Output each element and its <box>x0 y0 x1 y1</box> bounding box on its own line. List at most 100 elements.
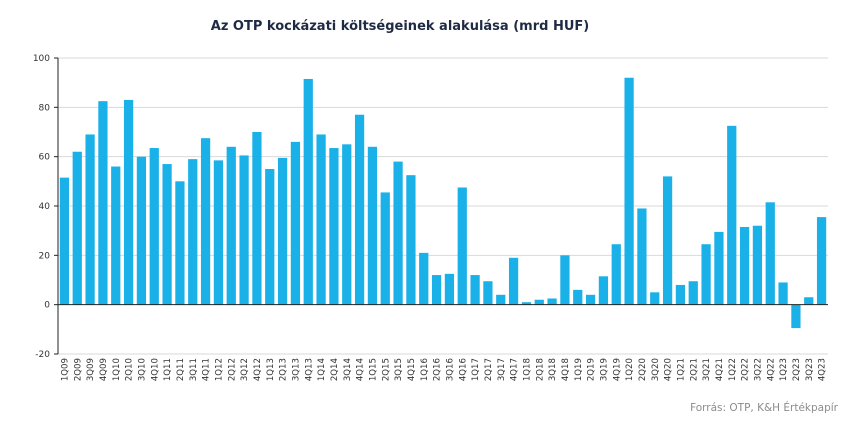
x-tick-label: 1Q13 <box>266 358 276 381</box>
bar <box>496 294 506 305</box>
x-tick-label: 4Q15 <box>407 358 417 381</box>
x-tick-label: 2Q09 <box>73 358 83 381</box>
x-tick-label: 1Q21 <box>676 358 686 381</box>
x-tick-label: 4Q16 <box>458 358 468 381</box>
x-tick-label: 3Q11 <box>189 358 199 381</box>
bar <box>534 299 544 305</box>
x-tick-label: 2Q21 <box>689 358 699 381</box>
bar <box>380 192 390 305</box>
bar <box>560 255 570 305</box>
y-tick-label: 80 <box>39 103 51 113</box>
bar <box>585 294 596 305</box>
bar <box>265 169 275 305</box>
x-tick-label: 1Q19 <box>574 358 584 381</box>
x-tick-label: 2Q10 <box>125 358 135 381</box>
bar <box>111 166 121 305</box>
y-tick-label: 40 <box>39 202 51 212</box>
bar <box>701 244 711 305</box>
bar <box>804 297 814 305</box>
gridlines <box>58 57 828 355</box>
x-tick-label: 2Q20 <box>638 358 648 381</box>
x-tick-label: 3Q23 <box>805 358 815 381</box>
axes <box>54 57 828 355</box>
x-tick-label: 2Q17 <box>484 358 494 381</box>
bar <box>598 276 609 305</box>
bar <box>483 281 493 305</box>
x-tick-label: 3Q19 <box>599 358 609 381</box>
x-tick-label: 2Q22 <box>741 358 751 381</box>
source-note: Forrás: OTP, K&H Értékpapír <box>690 402 838 414</box>
bar <box>367 146 378 305</box>
x-tick-label: 4Q18 <box>561 358 571 381</box>
x-tick-label: 2Q14 <box>330 358 340 381</box>
x-tick-label: 4Q19 <box>612 358 622 381</box>
bar <box>727 125 737 305</box>
bar <box>547 298 557 305</box>
bar <box>239 155 249 305</box>
bar <box>316 134 326 305</box>
bar <box>59 177 70 305</box>
bar <box>226 146 236 305</box>
x-tick-label: 3Q09 <box>86 358 96 381</box>
bar <box>98 101 108 305</box>
x-tick-label: 1Q11 <box>163 358 173 381</box>
bar <box>624 77 634 305</box>
bar <box>329 148 339 305</box>
y-tick-label: 60 <box>39 153 51 163</box>
chart-title: Az OTP kockázati költségeinek alakulása … <box>210 19 590 34</box>
x-tick-label: 4Q21 <box>715 358 725 381</box>
bar <box>175 181 185 305</box>
x-tick-label: 4Q12 <box>253 358 263 381</box>
bar <box>188 159 198 305</box>
x-tick-label: 3Q16 <box>445 358 455 381</box>
x-tick-label: 3Q14 <box>343 358 353 381</box>
bar <box>252 132 262 305</box>
x-tick-label: 4Q13 <box>304 358 314 381</box>
x-tick-label: 2Q11 <box>176 358 186 381</box>
x-tick-label: 3Q15 <box>394 358 404 381</box>
x-tick-label: 4Q14 <box>356 358 366 381</box>
y-tick-label: -20 <box>35 350 50 360</box>
bar <box>752 225 763 305</box>
bar <box>650 292 660 305</box>
x-tick-labels: 1Q09 2Q09 3Q09 4Q09 1Q10 2Q10 3Q10 4Q10 1Q11 2Q11… <box>60 358 827 381</box>
bar <box>739 226 750 305</box>
bar <box>791 304 801 329</box>
bar <box>431 275 442 305</box>
x-tick-label: 4Q11 <box>202 358 212 381</box>
bar <box>662 176 673 305</box>
x-tick-label: 2Q18 <box>535 358 545 381</box>
x-tick-label: 1Q20 <box>625 358 635 381</box>
bar <box>123 99 134 305</box>
y-tick-label: 20 <box>39 251 51 261</box>
x-tick-label: 2Q15 <box>381 358 391 381</box>
x-tick-label: 3Q10 <box>137 358 147 381</box>
y-tick-label: 100 <box>33 54 50 64</box>
bar <box>277 157 288 305</box>
x-tick-label: 3Q12 <box>240 358 250 381</box>
bar <box>444 273 455 305</box>
x-tick-label: 1Q16 <box>420 358 430 381</box>
bars <box>59 77 827 329</box>
x-tick-label: 1Q10 <box>112 358 122 381</box>
bar <box>213 160 224 305</box>
bar <box>162 164 172 305</box>
bar <box>470 275 480 305</box>
bar <box>457 187 467 305</box>
bar <box>611 244 621 305</box>
bar <box>354 114 365 305</box>
bar <box>419 252 429 305</box>
bar <box>406 175 416 305</box>
x-tick-label: 1Q18 <box>522 358 532 381</box>
bar <box>675 284 686 305</box>
bar <box>573 289 583 305</box>
x-tick-label: 3Q22 <box>753 358 763 381</box>
x-tick-label: 3Q20 <box>651 358 661 381</box>
bar <box>393 161 403 305</box>
bar <box>136 156 147 305</box>
x-tick-label: 1Q14 <box>317 358 327 381</box>
y-tick-label: 0 <box>44 301 50 311</box>
x-tick-label: 4Q23 <box>818 358 828 381</box>
x-tick-label: 4Q22 <box>766 358 776 381</box>
x-tick-label: 3Q17 <box>497 358 507 381</box>
